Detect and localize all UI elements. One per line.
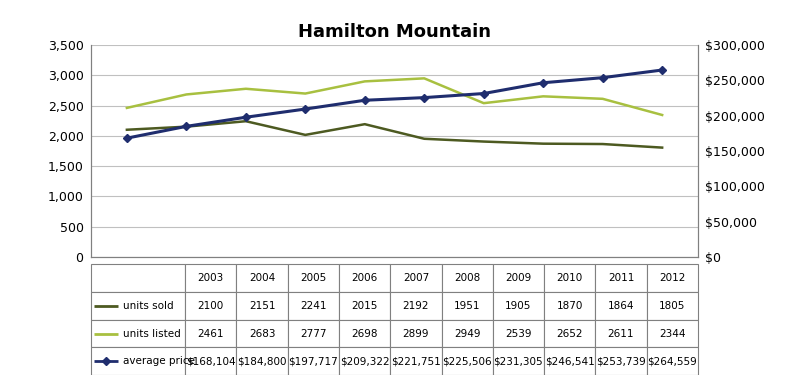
Text: units sold: units sold: [123, 301, 174, 311]
Text: 2009: 2009: [505, 273, 531, 283]
Text: 2012: 2012: [659, 273, 685, 283]
Text: 2003: 2003: [197, 273, 224, 283]
FancyBboxPatch shape: [339, 264, 390, 292]
Text: $168,104: $168,104: [186, 356, 236, 366]
FancyBboxPatch shape: [390, 264, 442, 292]
FancyBboxPatch shape: [492, 320, 544, 347]
FancyBboxPatch shape: [91, 320, 186, 347]
Text: 1864: 1864: [607, 301, 634, 311]
FancyBboxPatch shape: [492, 292, 544, 320]
FancyBboxPatch shape: [236, 320, 288, 347]
Text: units listed: units listed: [123, 328, 181, 339]
Text: $264,559: $264,559: [647, 356, 697, 366]
FancyBboxPatch shape: [442, 264, 492, 292]
Text: 1951: 1951: [454, 301, 481, 311]
Text: 2652: 2652: [557, 328, 583, 339]
Text: 2698: 2698: [351, 328, 378, 339]
Text: $225,506: $225,506: [442, 356, 492, 366]
FancyBboxPatch shape: [236, 347, 288, 375]
FancyBboxPatch shape: [492, 264, 544, 292]
FancyBboxPatch shape: [339, 347, 390, 375]
Text: 2949: 2949: [454, 328, 481, 339]
FancyBboxPatch shape: [339, 320, 390, 347]
Text: $209,322: $209,322: [340, 356, 389, 366]
Text: 2010: 2010: [557, 273, 583, 283]
FancyBboxPatch shape: [544, 347, 596, 375]
Text: 2151: 2151: [249, 301, 275, 311]
FancyBboxPatch shape: [646, 320, 698, 347]
FancyBboxPatch shape: [596, 264, 646, 292]
Text: 1805: 1805: [659, 301, 685, 311]
Text: 2006: 2006: [351, 273, 377, 283]
Text: 1905: 1905: [505, 301, 531, 311]
Text: 2008: 2008: [454, 273, 481, 283]
FancyBboxPatch shape: [91, 264, 186, 292]
Text: $253,739: $253,739: [596, 356, 646, 366]
Text: 2192: 2192: [403, 301, 429, 311]
Text: 2899: 2899: [403, 328, 429, 339]
Text: $231,305: $231,305: [493, 356, 543, 366]
FancyBboxPatch shape: [646, 264, 698, 292]
FancyBboxPatch shape: [646, 292, 698, 320]
FancyBboxPatch shape: [390, 320, 442, 347]
Text: $246,541: $246,541: [545, 356, 595, 366]
FancyBboxPatch shape: [390, 292, 442, 320]
Text: 2683: 2683: [249, 328, 275, 339]
FancyBboxPatch shape: [288, 347, 339, 375]
FancyBboxPatch shape: [596, 292, 646, 320]
Text: 1870: 1870: [557, 301, 583, 311]
FancyBboxPatch shape: [236, 292, 288, 320]
FancyBboxPatch shape: [186, 264, 236, 292]
FancyBboxPatch shape: [91, 292, 186, 320]
FancyBboxPatch shape: [442, 292, 492, 320]
Text: 2539: 2539: [505, 328, 531, 339]
FancyBboxPatch shape: [390, 347, 442, 375]
Text: 2241: 2241: [300, 301, 327, 311]
Text: 2461: 2461: [197, 328, 224, 339]
FancyBboxPatch shape: [91, 347, 186, 375]
FancyBboxPatch shape: [339, 292, 390, 320]
Text: $197,717: $197,717: [289, 356, 339, 366]
FancyBboxPatch shape: [288, 292, 339, 320]
FancyBboxPatch shape: [186, 320, 236, 347]
FancyBboxPatch shape: [288, 264, 339, 292]
Text: 2011: 2011: [607, 273, 634, 283]
Text: 2015: 2015: [351, 301, 377, 311]
FancyBboxPatch shape: [442, 320, 492, 347]
FancyBboxPatch shape: [544, 292, 596, 320]
Text: 2005: 2005: [301, 273, 327, 283]
FancyBboxPatch shape: [186, 292, 236, 320]
FancyBboxPatch shape: [596, 320, 646, 347]
Text: 2611: 2611: [607, 328, 634, 339]
FancyBboxPatch shape: [596, 347, 646, 375]
FancyBboxPatch shape: [492, 347, 544, 375]
FancyBboxPatch shape: [544, 264, 596, 292]
FancyBboxPatch shape: [442, 347, 492, 375]
Text: 2777: 2777: [300, 328, 327, 339]
Text: 2007: 2007: [403, 273, 429, 283]
Text: 2100: 2100: [197, 301, 224, 311]
Text: average price: average price: [123, 356, 195, 366]
FancyBboxPatch shape: [544, 320, 596, 347]
FancyBboxPatch shape: [186, 347, 236, 375]
Text: $184,800: $184,800: [237, 356, 287, 366]
Text: 2344: 2344: [659, 328, 685, 339]
FancyBboxPatch shape: [646, 347, 698, 375]
Title: Hamilton Mountain: Hamilton Mountain: [298, 22, 491, 40]
Text: 2004: 2004: [249, 273, 275, 283]
FancyBboxPatch shape: [236, 264, 288, 292]
Text: $221,751: $221,751: [391, 356, 441, 366]
FancyBboxPatch shape: [288, 320, 339, 347]
